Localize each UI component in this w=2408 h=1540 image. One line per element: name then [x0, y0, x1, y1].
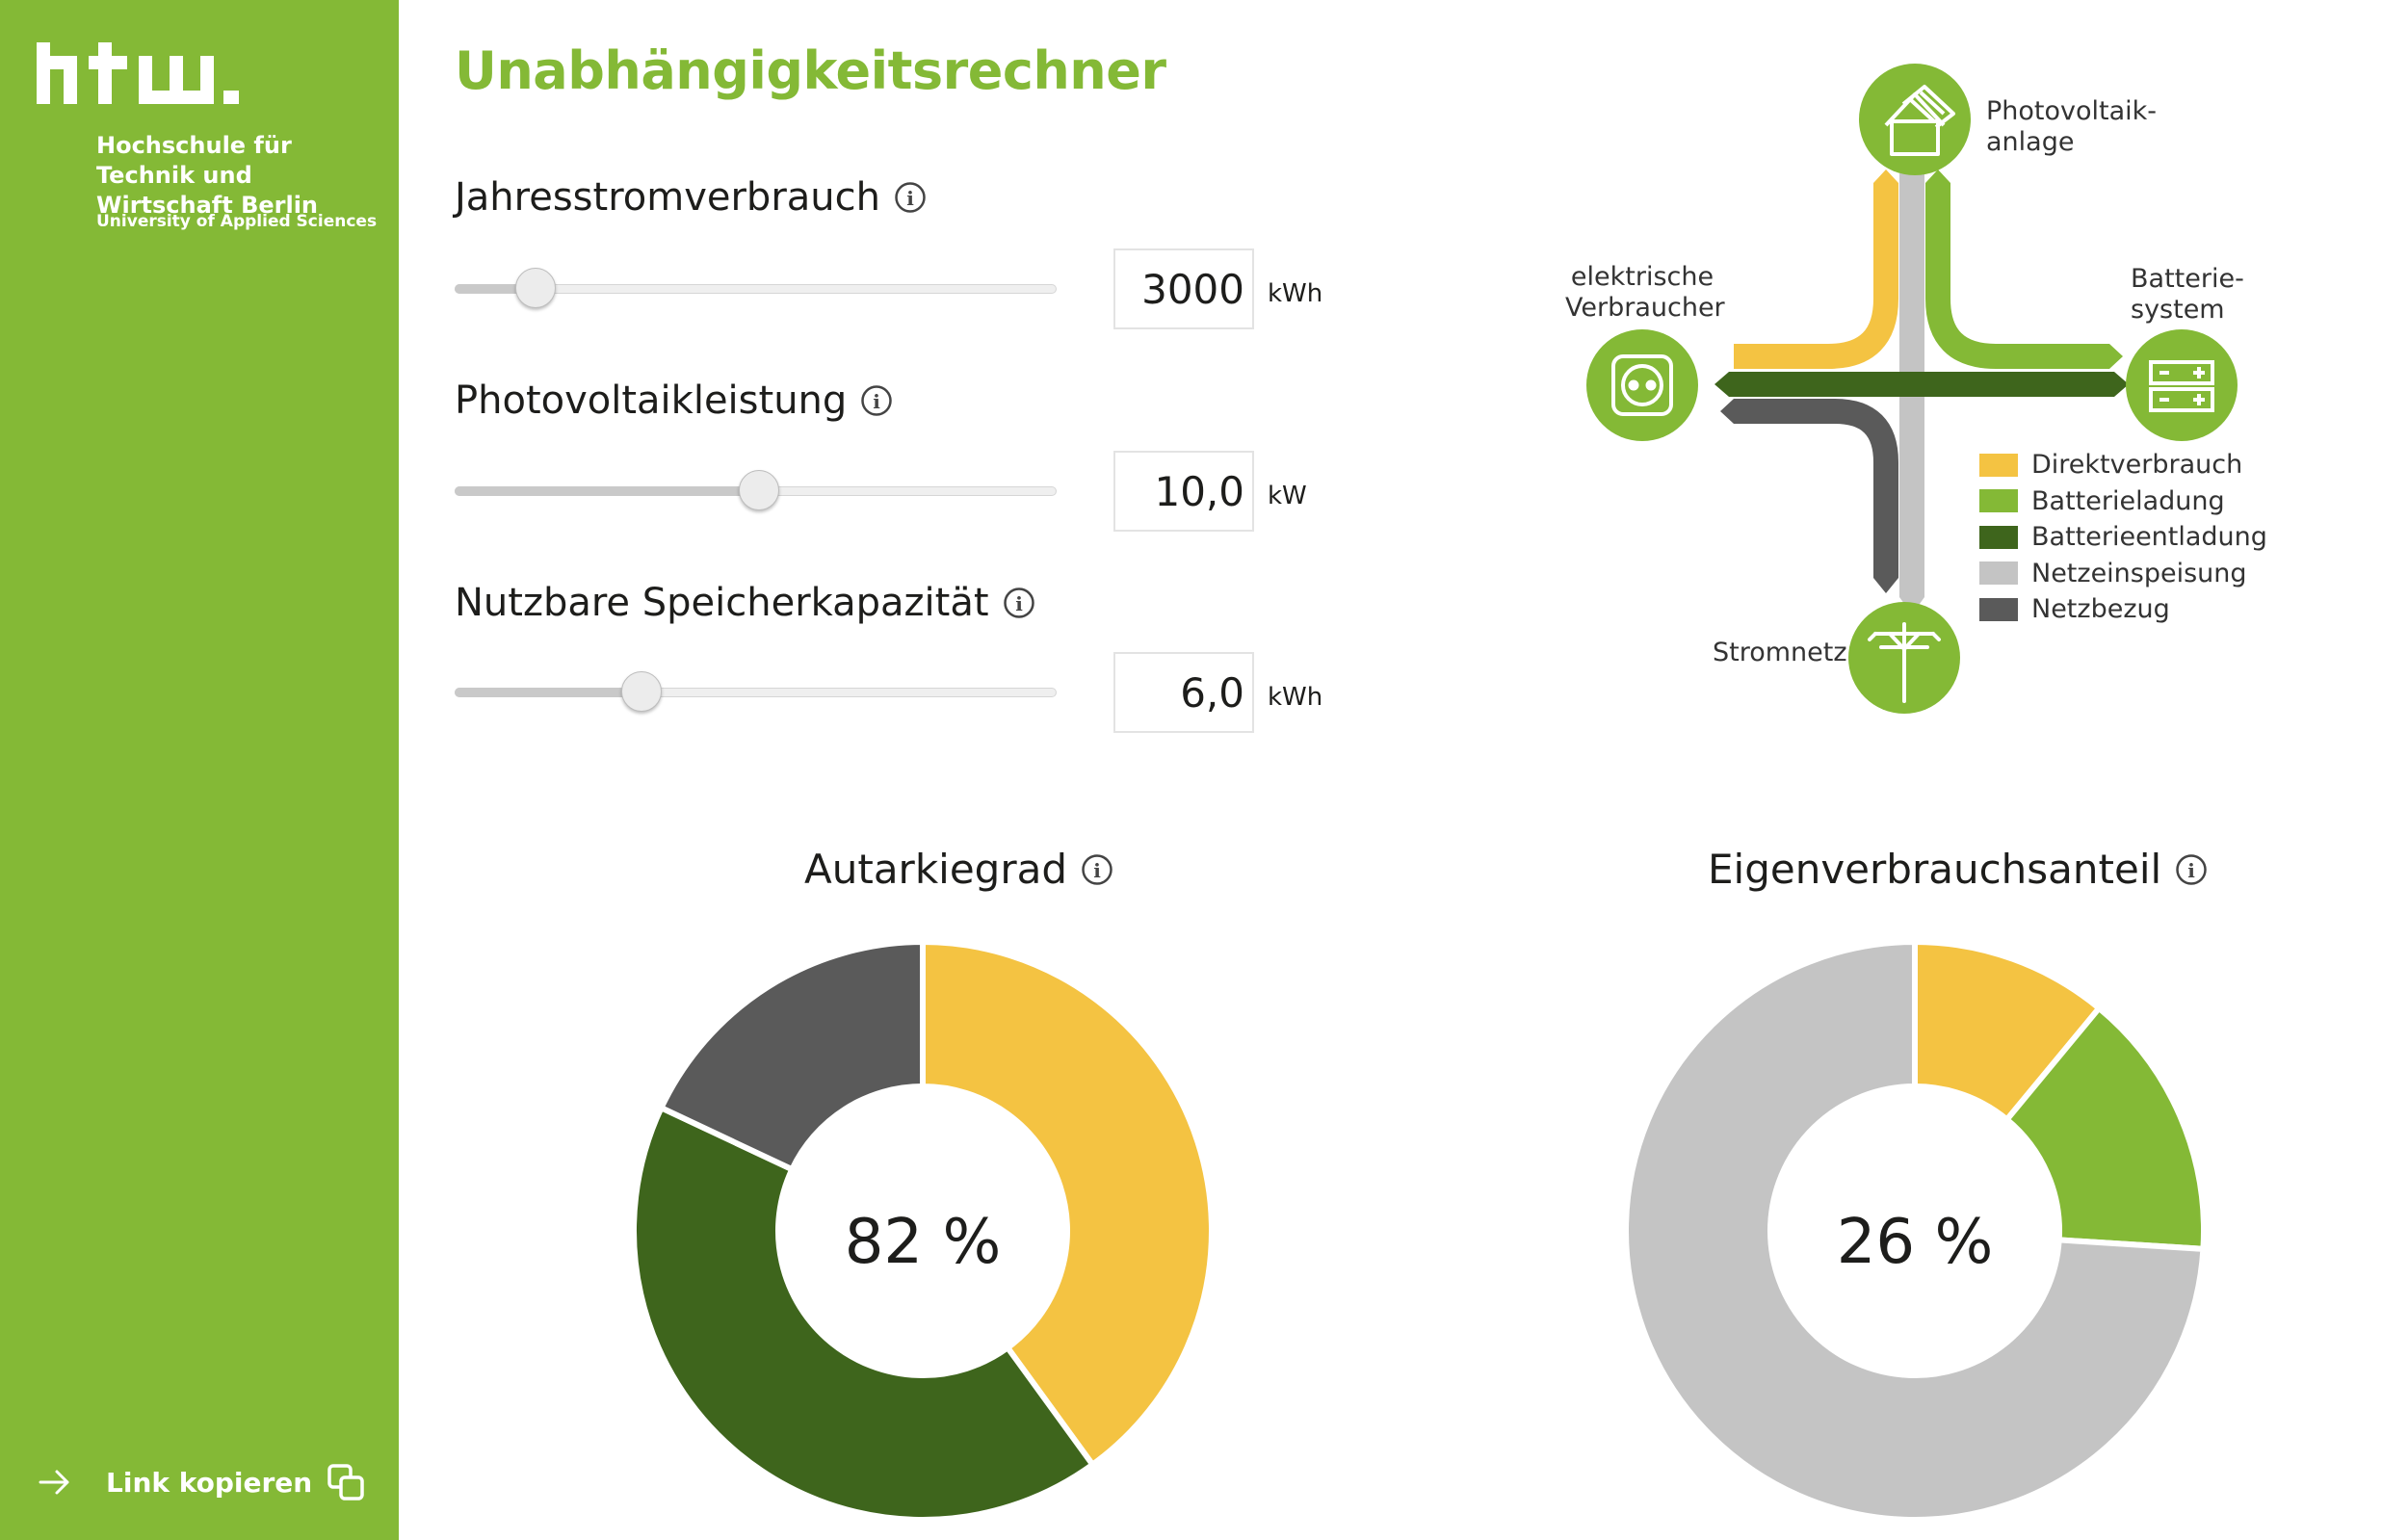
page-title: Unabhängigkeitsrechner — [455, 40, 1166, 101]
battery-icon — [2149, 360, 2214, 412]
consumer-label: elektrische Verbraucher — [1565, 262, 1725, 323]
legend-item: Direktverbrauch — [1979, 447, 2267, 483]
flow-direktverbrauch — [1734, 183, 1898, 369]
arrow-right-icon — [39, 1470, 69, 1495]
pv-node — [1859, 64, 1971, 175]
unit-kwh: kWh — [1268, 683, 1323, 712]
svg-text:i: i — [873, 390, 880, 413]
slider-thumb[interactable] — [738, 470, 779, 510]
legend-label: Direktverbrauch — [2031, 450, 2243, 481]
copy-link-label: Link kopieren — [106, 1466, 313, 1499]
legend-swatch — [1979, 597, 2018, 621]
donut-chart-eigenverbrauchsanteil — [1623, 938, 2207, 1523]
field-label-text: Nutzbare Speicherkapazität — [455, 581, 989, 625]
legend-label: Netzeinspeisung — [2031, 558, 2247, 588]
copy-link-button[interactable]: Link kopieren — [39, 1459, 366, 1505]
battery-label: Batterie- system — [2131, 264, 2244, 325]
legend-label: Netzbezug — [2031, 594, 2170, 625]
chart-title-text: Autarkiegrad — [804, 846, 1067, 893]
flow-batterieladung — [1925, 183, 2109, 369]
svg-text:i: i — [2187, 859, 2195, 882]
legend-item: Batterieladung — [1979, 483, 2267, 520]
legend-swatch — [1979, 489, 2018, 513]
info-icon[interactable]: i — [1081, 853, 1113, 886]
flow-batterieentladung — [1729, 372, 2114, 397]
legend-label: Batterieentladung — [2031, 522, 2267, 553]
info-icon[interactable]: i — [2175, 853, 2208, 886]
pv-label: Photovoltaik- anlage — [1986, 96, 2158, 157]
slider-fill — [455, 284, 537, 294]
svg-text:i: i — [1093, 859, 1101, 882]
flow-legend: Direktverbrauch Batterieladung Batteriee… — [1979, 447, 2267, 628]
svg-text:i: i — [1015, 592, 1023, 615]
legend-swatch — [1979, 525, 2018, 549]
slider-jahresstromverbrauch[interactable] — [455, 265, 1057, 313]
flow-arrow — [1720, 399, 1734, 424]
field-label-jahresstromverbrauch: Jahresstromverbrauch i — [455, 175, 927, 220]
flow-arrow — [2109, 344, 2123, 369]
input-photovoltaikleistung[interactable] — [1113, 451, 1254, 532]
legend-swatch — [1979, 453, 2018, 477]
svg-text:i: i — [906, 187, 914, 210]
legend-item: Netzeinspeisung — [1979, 556, 2267, 592]
legend-item: Batterieentladung — [1979, 519, 2267, 556]
legend-item: Netzbezug — [1979, 591, 2267, 628]
legend-swatch — [1979, 561, 2018, 586]
donut-slice-direktverbrauch — [920, 938, 1215, 1469]
field-label-text: Jahresstromverbrauch — [455, 175, 880, 220]
donut-slice-netzbezug — [657, 938, 926, 1174]
university-name: Hochschule für Technik und Wirtschaft Be… — [96, 132, 319, 219]
slider-fill — [455, 486, 759, 496]
chart-title-text: Eigenverbrauchsanteil — [1708, 846, 2162, 893]
consumer-node — [1586, 329, 1698, 441]
slider-speicherkapazitaet[interactable] — [455, 668, 1057, 717]
flow-netzbezug — [1734, 399, 1898, 578]
field-label-text: Photovoltaikleistung — [455, 378, 848, 423]
power-pole-icon — [1868, 622, 1941, 703]
flow-arrow — [2114, 372, 2129, 397]
donut-slice-batterieentladung — [631, 1104, 1097, 1523]
info-icon[interactable]: i — [894, 181, 927, 214]
copy-icon — [327, 1464, 364, 1501]
flow-arrow — [1925, 170, 1950, 183]
grid-label: Stromnetz — [1713, 638, 1847, 667]
unit-kw: kW — [1268, 482, 1307, 510]
legend-label: Batterieladung — [2031, 485, 2225, 516]
university-subtitle: University of Applied Sciences — [96, 212, 378, 231]
input-speicherkapazitaet[interactable] — [1113, 652, 1254, 733]
energy-flow-diagram — [1586, 64, 2238, 714]
input-jahresstromverbrauch[interactable] — [1113, 248, 1254, 329]
flow-arrow — [1873, 578, 1898, 593]
slider-thumb[interactable] — [515, 268, 557, 308]
donut-slice-netzeinspeisung — [1623, 938, 2207, 1523]
chart-title-eigenverbrauchsanteil: Eigenverbrauchsanteil i — [1708, 846, 2208, 893]
slider-fill — [455, 688, 641, 697]
chart-title-autarkiegrad: Autarkiegrad i — [804, 846, 1113, 893]
donut-chart-autarkiegrad — [631, 938, 1215, 1523]
center-label-autarkiegrad: 82 % — [844, 1207, 1002, 1278]
center-label-eigenverbrauchsanteil: 26 % — [1836, 1207, 1994, 1278]
field-label-speicherkapazitaet: Nutzbare Speicherkapazität i — [455, 581, 1035, 625]
battery-node — [2126, 329, 2238, 441]
grid-node — [1848, 602, 1960, 714]
slider-photovoltaikleistung[interactable] — [455, 467, 1057, 515]
flow-arrow — [1714, 372, 1729, 397]
donut-slice-batterieladung — [2002, 1004, 2207, 1253]
field-label-photovoltaikleistung: Photovoltaikleistung i — [455, 378, 893, 423]
unit-kwh: kWh — [1268, 279, 1323, 308]
socket-icon — [1611, 354, 1673, 416]
sidebar: Hochschule für Technik und Wirtschaft Be… — [0, 0, 399, 1540]
solar-house-icon — [1884, 85, 1955, 156]
flow-arrow — [1873, 170, 1898, 183]
htw-logo — [37, 42, 239, 104]
info-icon[interactable]: i — [1003, 587, 1035, 619]
info-icon[interactable]: i — [860, 384, 893, 417]
slider-thumb[interactable] — [620, 671, 662, 712]
